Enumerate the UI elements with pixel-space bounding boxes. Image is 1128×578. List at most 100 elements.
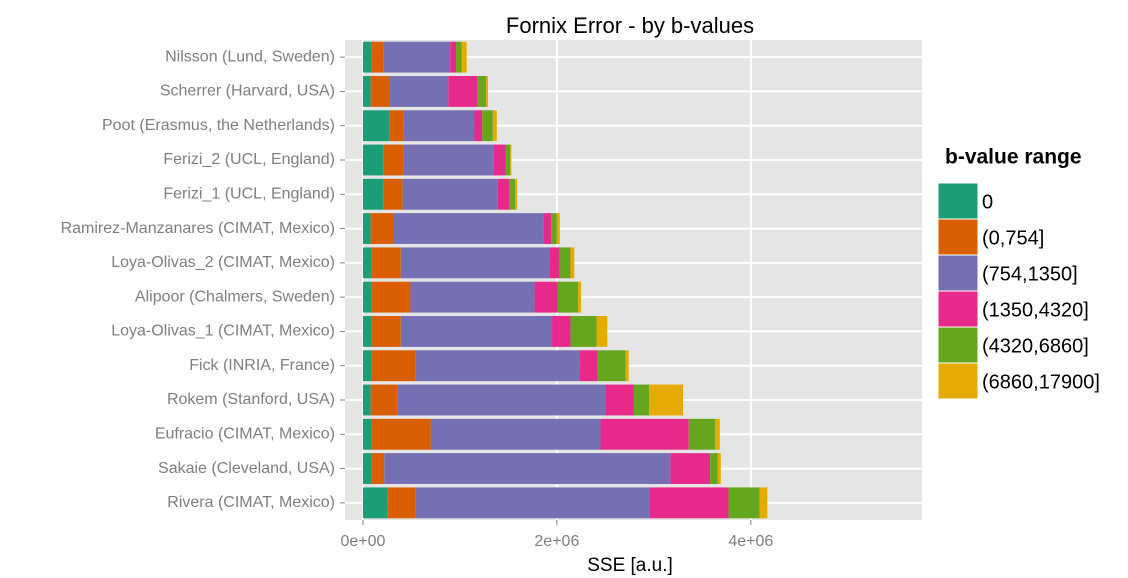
bar-segment xyxy=(728,487,760,519)
legend-label: (4320,6860] xyxy=(982,335,1089,357)
legend-title: b-value range xyxy=(945,146,1082,169)
bar-segment xyxy=(559,247,571,279)
bar-segment xyxy=(362,76,371,107)
bar-segment xyxy=(570,247,575,279)
bar-segment xyxy=(400,247,550,279)
x-tick-label: 2e+06 xyxy=(534,533,579,550)
y-tick-label: Rivera (CIMAT, Mexico) xyxy=(167,494,335,511)
y-tick-label: Ramirez-Manzanares (CIMAT, Mexico) xyxy=(61,220,335,237)
bar-segment xyxy=(362,453,372,484)
bar-segment xyxy=(383,144,404,176)
bar-segment xyxy=(410,281,535,313)
bar-segment xyxy=(450,41,457,73)
bar-segment xyxy=(415,350,580,382)
y-tick-label: Ferizi_2 (UCL, England) xyxy=(163,151,335,168)
bar-segment xyxy=(600,418,689,450)
bar-segment xyxy=(579,350,598,382)
y-tick-label: Rokem (Stanford, USA) xyxy=(167,391,335,408)
bar-segment xyxy=(710,453,718,484)
bar-segment xyxy=(370,213,394,244)
bar-segment xyxy=(649,384,683,416)
bar-segment xyxy=(371,453,385,484)
y-tick-label: Alipoor (Chalmers, Sweden) xyxy=(135,288,335,305)
legend-key xyxy=(937,290,979,328)
bar-segment xyxy=(371,41,384,73)
legend-label: (1350,4320] xyxy=(982,299,1089,321)
bar-segment xyxy=(633,384,650,416)
bar-segment xyxy=(493,144,506,176)
bar-segment xyxy=(556,213,560,244)
bar-segment xyxy=(362,418,372,450)
bar-segment xyxy=(551,213,557,244)
bar-segment xyxy=(482,110,493,142)
bar-segment xyxy=(400,316,553,347)
bar-segment xyxy=(477,76,487,107)
bar-segment xyxy=(362,41,372,73)
bar-segment xyxy=(362,281,372,313)
bar-segment xyxy=(570,316,597,347)
legend-key xyxy=(937,362,979,400)
bar-segment xyxy=(393,213,544,244)
bar-segment xyxy=(362,316,372,347)
chart-title: Fornix Error - by b-values xyxy=(506,13,754,38)
bar-segment xyxy=(557,281,579,313)
bar-segment xyxy=(717,453,721,484)
bar-segment xyxy=(430,418,601,450)
x-axis-label: SSE [a.u.] xyxy=(587,555,673,576)
bar-segment xyxy=(362,213,371,244)
bar-segment xyxy=(486,76,489,107)
y-tick-label: Scherrer (Harvard, USA) xyxy=(160,83,335,100)
bar-segment xyxy=(605,384,634,416)
bar-segment xyxy=(362,144,384,176)
legend-label: (0,754] xyxy=(982,227,1044,249)
bar-segment xyxy=(509,178,516,210)
bar-segment xyxy=(371,316,401,347)
bar-segment xyxy=(362,178,384,210)
bar-segment xyxy=(474,110,483,142)
bar-segment xyxy=(649,487,729,519)
bar-segment xyxy=(371,247,401,279)
bar-segment xyxy=(370,76,391,107)
bar-segment xyxy=(461,41,467,73)
bar-segment xyxy=(402,178,498,210)
bar-segment xyxy=(384,453,671,484)
bar-segment xyxy=(371,281,411,313)
bar-segment xyxy=(597,350,626,382)
y-tick-label: Loya-Olivas_2 (CIMAT, Mexico) xyxy=(111,254,335,271)
y-tick-label: Sakaie (Cleveland, USA) xyxy=(158,460,335,477)
bar-segment xyxy=(383,178,403,210)
legend-key xyxy=(937,218,979,256)
bar-segment xyxy=(625,350,629,382)
bar-segment xyxy=(759,487,768,519)
y-tick-label: Nilsson (Lund, Sweden) xyxy=(165,48,335,65)
bar-segment xyxy=(552,316,571,347)
legend-label: (6860,17900] xyxy=(982,371,1100,393)
y-tick-label: Ferizi_1 (UCL, England) xyxy=(163,186,335,203)
bar-segment xyxy=(362,384,371,416)
bar-segment xyxy=(596,316,608,347)
bar-segment xyxy=(403,110,475,142)
bar-segment xyxy=(578,281,582,313)
bar-segment xyxy=(397,384,606,416)
y-tick-label: Loya-Olivas_1 (CIMAT, Mexico) xyxy=(111,323,335,340)
legend-key xyxy=(937,182,979,220)
bar-segment xyxy=(534,281,558,313)
y-tick-label: Poot (Erasmus, the Netherlands) xyxy=(102,117,335,134)
legend-label: 0 xyxy=(982,191,993,213)
x-tick-label: 0e+00 xyxy=(340,533,385,550)
bar-segment xyxy=(383,41,451,73)
bar-segment xyxy=(362,110,390,142)
bar-segment xyxy=(543,213,552,244)
legend-key xyxy=(937,326,979,364)
bar-segment xyxy=(670,453,711,484)
bar-segment xyxy=(505,144,511,176)
legend-label: (754,1350] xyxy=(982,263,1078,285)
bar-segment xyxy=(456,41,462,73)
bar-segment xyxy=(415,487,650,519)
bar-segment xyxy=(448,76,478,107)
bar-segment xyxy=(362,350,372,382)
bar-segment xyxy=(497,178,510,210)
bar-segment xyxy=(515,178,518,210)
bar-segment xyxy=(688,418,715,450)
